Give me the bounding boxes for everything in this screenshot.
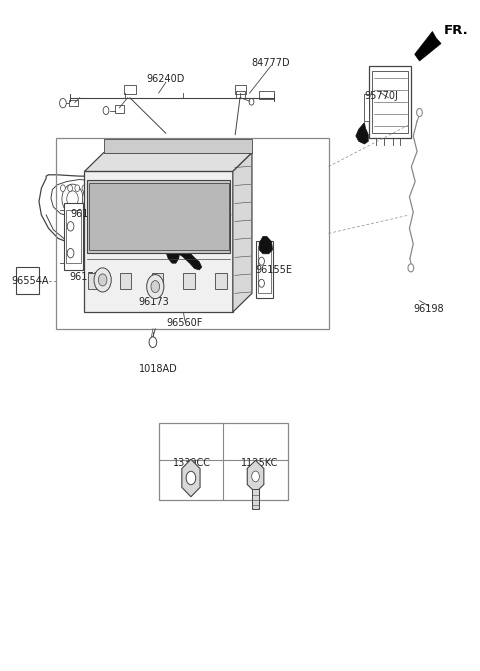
Text: FR.: FR. bbox=[444, 24, 468, 38]
Polygon shape bbox=[356, 123, 368, 144]
Bar bbox=[158, 423, 288, 499]
Bar bbox=[235, 85, 246, 95]
Polygon shape bbox=[221, 203, 244, 245]
Bar bbox=[69, 100, 78, 107]
Circle shape bbox=[87, 191, 99, 207]
Polygon shape bbox=[123, 218, 178, 246]
Text: 1125KC: 1125KC bbox=[240, 458, 278, 468]
Polygon shape bbox=[247, 460, 264, 493]
Circle shape bbox=[67, 191, 78, 207]
Text: 96560F: 96560F bbox=[167, 319, 203, 328]
Circle shape bbox=[186, 471, 196, 484]
Text: 84777D: 84777D bbox=[252, 58, 290, 68]
Text: 96198: 96198 bbox=[414, 304, 444, 314]
Polygon shape bbox=[173, 247, 202, 270]
Bar bbox=[87, 180, 230, 253]
Bar bbox=[124, 85, 136, 95]
Text: 96554A: 96554A bbox=[12, 276, 49, 286]
Text: 96155E: 96155E bbox=[255, 265, 292, 275]
Circle shape bbox=[417, 109, 422, 117]
Circle shape bbox=[151, 280, 159, 293]
Text: 95770J: 95770J bbox=[364, 91, 398, 101]
Bar bbox=[64, 203, 83, 270]
Polygon shape bbox=[415, 32, 441, 61]
Circle shape bbox=[408, 264, 414, 272]
Text: 96240D: 96240D bbox=[146, 74, 185, 84]
Polygon shape bbox=[165, 228, 180, 263]
Text: 96173: 96173 bbox=[69, 272, 100, 282]
Bar bbox=[236, 91, 245, 98]
Bar bbox=[258, 246, 271, 293]
Text: 96173: 96173 bbox=[138, 297, 169, 307]
Bar bbox=[89, 183, 228, 250]
Bar bbox=[152, 273, 163, 289]
Circle shape bbox=[75, 185, 80, 191]
Bar bbox=[84, 172, 233, 312]
Polygon shape bbox=[39, 155, 230, 245]
Polygon shape bbox=[233, 153, 252, 312]
Circle shape bbox=[94, 268, 111, 292]
Bar bbox=[16, 267, 39, 294]
Polygon shape bbox=[128, 185, 174, 221]
Bar bbox=[364, 95, 369, 121]
Polygon shape bbox=[134, 244, 166, 265]
Circle shape bbox=[147, 274, 164, 299]
Polygon shape bbox=[131, 188, 166, 219]
Circle shape bbox=[62, 184, 83, 213]
Polygon shape bbox=[259, 236, 273, 254]
Polygon shape bbox=[84, 153, 252, 172]
Text: 96155D: 96155D bbox=[70, 209, 108, 219]
Circle shape bbox=[98, 274, 107, 286]
Circle shape bbox=[149, 337, 157, 348]
Polygon shape bbox=[51, 179, 111, 217]
Bar bbox=[259, 91, 274, 99]
Bar bbox=[56, 138, 328, 329]
Circle shape bbox=[252, 471, 259, 482]
Bar bbox=[104, 140, 252, 153]
Text: 96100S: 96100S bbox=[195, 209, 232, 219]
Bar bbox=[115, 105, 124, 113]
Circle shape bbox=[68, 185, 72, 191]
Circle shape bbox=[60, 185, 65, 191]
Text: 1339CC: 1339CC bbox=[173, 458, 211, 468]
Polygon shape bbox=[134, 190, 161, 215]
Bar bbox=[66, 209, 81, 263]
Text: 1018AD: 1018AD bbox=[139, 364, 178, 374]
Circle shape bbox=[82, 185, 87, 191]
Bar bbox=[183, 273, 195, 289]
Bar bbox=[372, 71, 408, 133]
Bar bbox=[215, 273, 227, 289]
Polygon shape bbox=[182, 459, 200, 497]
Bar bbox=[252, 488, 259, 509]
Bar bbox=[88, 273, 100, 289]
Bar bbox=[369, 66, 411, 138]
Circle shape bbox=[83, 184, 104, 213]
Bar bbox=[256, 241, 273, 298]
Bar bbox=[120, 273, 132, 289]
Polygon shape bbox=[187, 188, 225, 221]
